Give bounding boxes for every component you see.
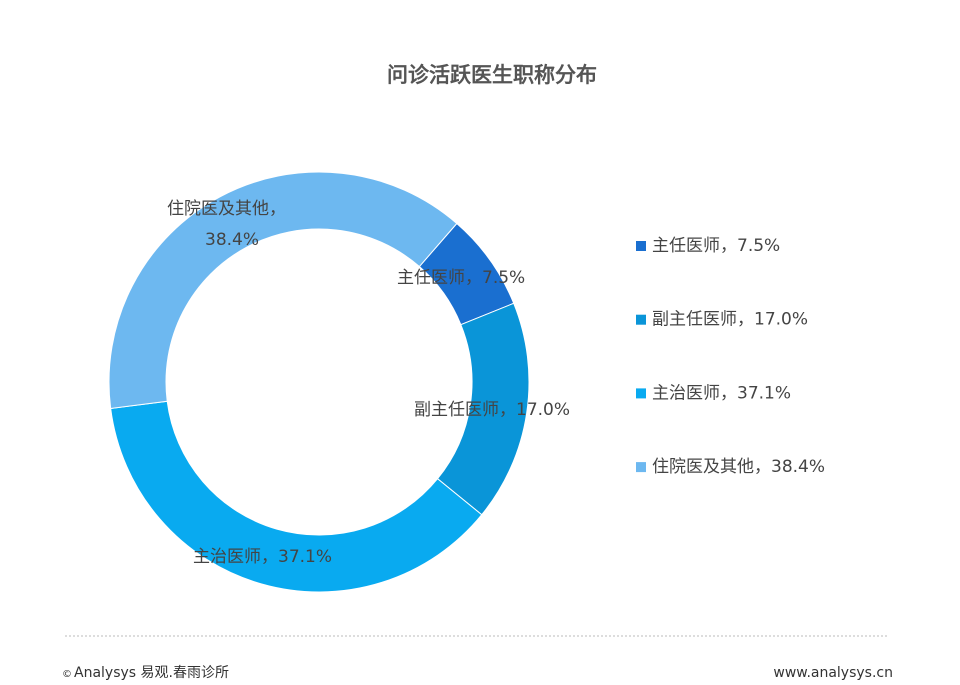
data-label: 主任医师，7.5% bbox=[397, 268, 525, 288]
data-label: 副主任医师，17.0% bbox=[414, 400, 570, 420]
donut-slice bbox=[108, 171, 458, 410]
footer-right: www.analysys.cn bbox=[773, 665, 893, 681]
data-label: 住院医及其他， 38.4% bbox=[167, 199, 286, 250]
footer-left: Analysys 易观.春雨诊所 bbox=[74, 665, 229, 681]
legend-label: 主治医师，37.1% bbox=[652, 383, 791, 403]
legend-label: 住院医及其他，38.4% bbox=[652, 457, 825, 477]
legend-swatch bbox=[636, 241, 646, 251]
copyright-sign: © bbox=[62, 669, 72, 680]
chart-title: 问诊活跃医生职称分布 bbox=[387, 63, 597, 87]
data-label: 主治医师，37.1% bbox=[193, 547, 332, 567]
data-label-line: 住院医及其他， bbox=[167, 199, 286, 219]
legend-swatch bbox=[636, 462, 646, 473]
donut-slice bbox=[110, 400, 483, 593]
legend-label: 主任医师，7.5% bbox=[652, 236, 780, 256]
legend-label: 副主任医师，17.0% bbox=[652, 310, 808, 330]
legend-swatch bbox=[636, 314, 646, 325]
data-label-line: 38.4% bbox=[205, 230, 259, 250]
legend-swatch bbox=[636, 388, 646, 399]
